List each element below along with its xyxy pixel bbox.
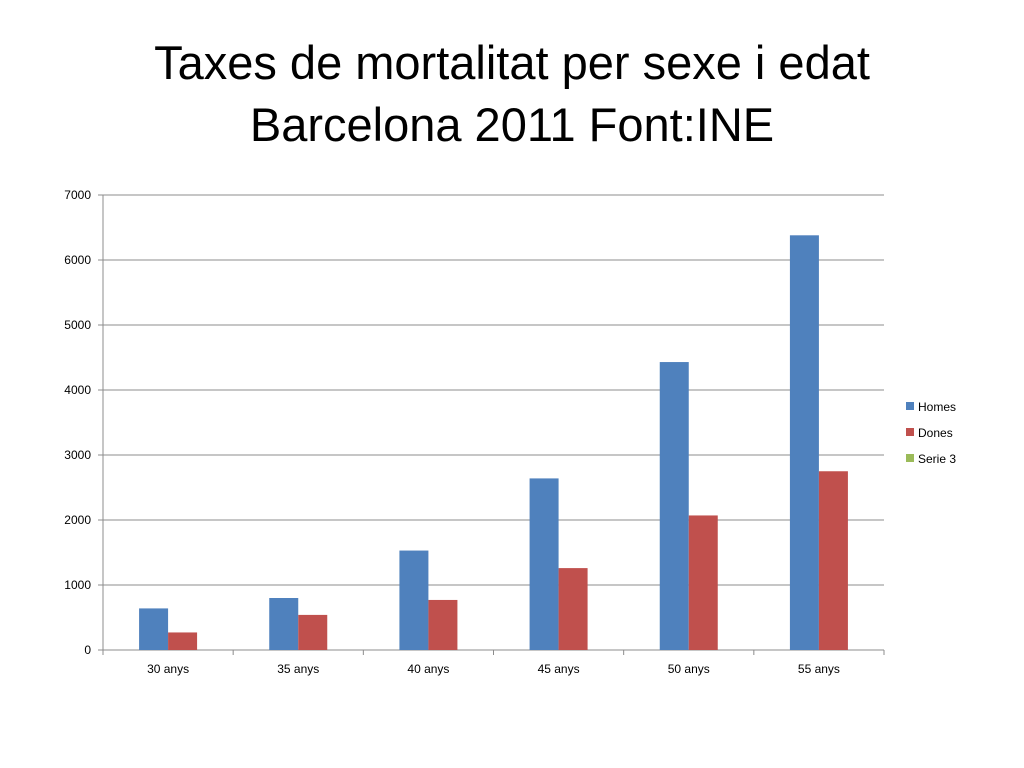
legend-swatch-homes: [906, 402, 914, 410]
bar-homes: [139, 608, 169, 650]
y-tick-label: 4000: [64, 383, 91, 397]
bar-dones: [168, 632, 198, 650]
slide-title: Taxes de mortalitat per sexe i edat Barc…: [0, 32, 1024, 156]
y-tick-label: 2000: [64, 513, 91, 527]
bar-homes: [399, 550, 429, 650]
bar-homes: [269, 598, 299, 650]
y-tick-label: 0: [84, 643, 91, 657]
y-tick-label: 1000: [64, 578, 91, 592]
y-tick-label: 6000: [64, 253, 91, 267]
bar-dones: [818, 471, 848, 650]
legend-swatch-serie-3: [906, 454, 914, 462]
bar-homes: [789, 235, 819, 651]
y-tick-label: 7000: [64, 188, 91, 202]
x-tick-label: 50 anys: [668, 662, 710, 676]
slide-title-line-2: Barcelona 2011 Font:INE: [249, 98, 775, 151]
x-tick-label: 35 anys: [277, 662, 319, 676]
x-tick-label: 30 anys: [147, 662, 189, 676]
bar-dones: [558, 568, 588, 650]
y-tick-label: 5000: [64, 318, 91, 332]
x-tick-label: 40 anys: [407, 662, 449, 676]
x-tick-label: 45 anys: [538, 662, 580, 676]
legend-label-serie-3: Serie 3: [918, 452, 956, 466]
x-tick-label: 55 anys: [798, 662, 840, 676]
bar-dones: [298, 614, 328, 650]
slide-title-line-1: Taxes de mortalitat per sexe i edat: [154, 36, 870, 89]
bar-dones: [688, 515, 718, 650]
bar-dones: [428, 599, 458, 650]
bar-homes: [529, 478, 559, 650]
legend-label-homes: Homes: [918, 400, 956, 414]
bar-homes: [659, 362, 689, 650]
legend-swatch-dones: [906, 428, 914, 436]
legend-label-dones: Dones: [918, 426, 953, 440]
y-tick-label: 3000: [64, 448, 91, 462]
